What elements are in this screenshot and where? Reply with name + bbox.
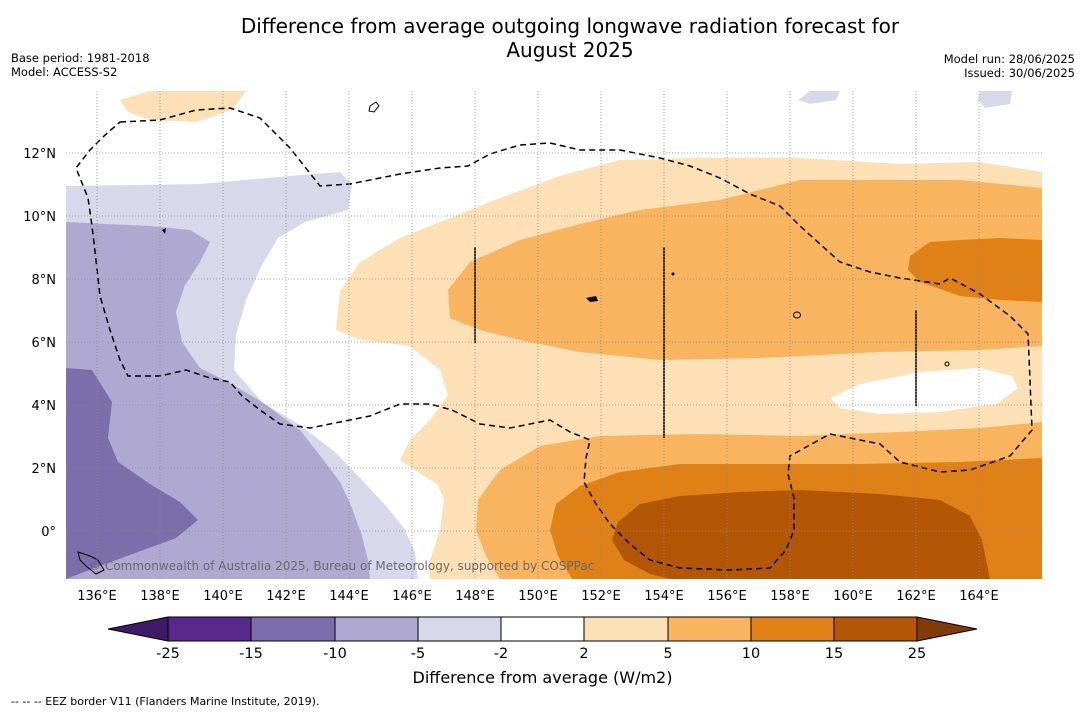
region-neutral-pocket [830, 368, 1018, 414]
lon-label: 142°E [266, 589, 306, 604]
lon-label: 152°E [581, 589, 621, 604]
colorbar-extend-high [916, 616, 978, 642]
colorbar-tick: -15 [239, 646, 263, 662]
region-pos-10-to-15-north [908, 238, 1042, 302]
lon-label: 148°E [455, 589, 495, 604]
meta-right: Model run: 28/06/2025 Issued: 30/06/2025 [944, 52, 1075, 80]
lon-label: 146°E [392, 589, 432, 604]
chart-title-line2: August 2025 [506, 38, 634, 62]
lon-label: 164°E [959, 589, 999, 604]
colorbar-tick: 15 [825, 646, 843, 662]
colorbar-bin [167, 616, 252, 642]
model-run-text: Model run: 28/06/2025 [943, 52, 1075, 66]
island-1 [368, 101, 380, 113]
region-pos-15-to-25 [612, 490, 1042, 579]
island-2 [793, 311, 801, 319]
colorbar-bin [833, 616, 918, 642]
lon-labels: 136°E 138°E 140°E 142°E 144°E 146°E 148°… [77, 589, 999, 604]
colorbar-bin [417, 616, 502, 642]
anomaly-field [66, 91, 1042, 579]
colorbar-tick: 2 [579, 646, 588, 662]
colorbar-label: Difference from average (W/m2) [412, 668, 673, 687]
eez-border [75, 107, 1033, 571]
eez-note: -- -- -- EEZ border V11 (Flanders Marine… [11, 695, 320, 708]
meta-left: Base period: 1981-2018 Model: ACCESS-S2 [11, 51, 150, 79]
base-period-text: Base period: 1981-2018 [11, 51, 150, 65]
lon-label: 156°E [707, 589, 747, 604]
copyright-watermark: © Commonwealth of Australia 2025, Bureau… [89, 559, 595, 573]
colorbar-tick: -10 [323, 646, 347, 662]
colorbar-tick: -2 [494, 646, 508, 662]
lon-label: 140°E [203, 589, 243, 604]
island-7 [671, 272, 675, 276]
chart-title: Difference from average outgoing longwav… [0, 14, 1085, 62]
lat-label: 4°N [32, 399, 57, 414]
gridlines [66, 91, 1042, 579]
region-neg-top-2 [978, 91, 1012, 108]
colorbar-bin [750, 616, 835, 642]
lon-label: 138°E [140, 589, 180, 604]
lon-label: 150°E [518, 589, 558, 604]
region-pos-top-left [120, 91, 246, 122]
colorbar: -25 -15 -10 -5 -2 2 5 10 15 25 [107, 616, 978, 662]
island-4 [162, 228, 166, 234]
lat-label: 12°N [23, 147, 56, 162]
colorbar-bin [334, 616, 419, 642]
issued-text: Issued: 30/06/2025 [964, 66, 1075, 80]
lon-label: 144°E [329, 589, 369, 604]
colorbar-tick: 5 [663, 646, 672, 662]
region-neg-10-to-15 [66, 368, 198, 579]
lat-labels: 12°N 10°N 8°N 6°N 4°N 2°N 0° [23, 147, 56, 540]
lat-label: 10°N [23, 210, 56, 225]
lon-label: 136°E [77, 589, 117, 604]
colorbar-tick: 10 [742, 646, 760, 662]
colorbar-tick: -25 [156, 646, 180, 662]
region-pos-5-to-10-north [448, 180, 1042, 360]
lon-label: 160°E [833, 589, 873, 604]
colorbar-bin [250, 616, 336, 642]
lon-label: 154°E [644, 589, 684, 604]
colorbar-tick: 25 [908, 646, 926, 662]
lat-label: 0° [41, 525, 56, 540]
colorbar-bin [583, 616, 669, 642]
model-text: Model: ACCESS-S2 [11, 65, 118, 79]
colorbar-tick: -5 [411, 646, 425, 662]
colorbar-bin [500, 616, 585, 642]
colorbar-bin [667, 616, 752, 642]
lon-label: 158°E [770, 589, 810, 604]
chart-title-line1: Difference from average outgoing longwav… [240, 14, 900, 38]
lon-label: 162°E [896, 589, 936, 604]
lat-label: 2°N [32, 462, 57, 477]
island-6 [944, 361, 950, 367]
region-neg-top-1 [798, 91, 840, 104]
lat-label: 6°N [32, 336, 57, 351]
island-5 [77, 551, 105, 575]
island-3 [586, 296, 598, 302]
lat-label: 8°N [32, 273, 57, 288]
colorbar-extend-low [107, 616, 169, 642]
